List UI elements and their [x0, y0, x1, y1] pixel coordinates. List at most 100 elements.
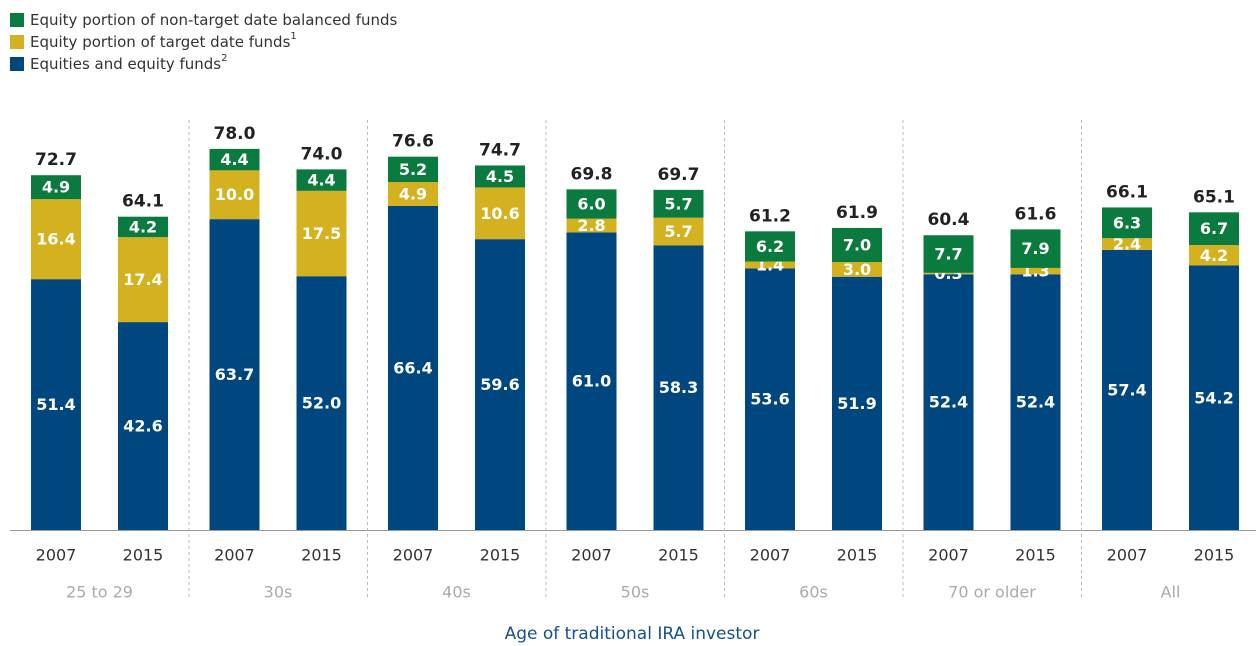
segment-label: 4.9 [42, 178, 70, 197]
bar-segment [388, 205, 438, 530]
segment-label: 17.4 [123, 270, 162, 289]
bar-segment [653, 245, 704, 530]
bar-segment [1010, 274, 1061, 530]
x-tick-label: 2015 [837, 546, 878, 565]
total-label: 64.1 [122, 192, 164, 212]
x-tick-label: 2007 [393, 546, 434, 565]
segment-label: 6.7 [1200, 219, 1228, 238]
bar-segment [296, 276, 347, 530]
bar-segment [566, 189, 617, 219]
segment-label: 61.0 [572, 372, 611, 391]
total-label: 61.9 [836, 203, 878, 223]
segment-label: 4.2 [1200, 246, 1228, 265]
x-tick-label: 2015 [1015, 546, 1056, 565]
bar-segment [923, 235, 974, 273]
segment-label: 51.4 [36, 395, 75, 414]
total-label: 74.7 [479, 140, 521, 160]
segment-label: 51.9 [837, 394, 876, 413]
total-label: 74.0 [301, 144, 343, 164]
segment-label: 7.7 [934, 245, 962, 264]
legend-swatch [10, 57, 24, 71]
total-label: 65.1 [1193, 187, 1235, 207]
bar-segment [31, 175, 81, 200]
bar-segment [832, 262, 882, 277]
total-label: 61.6 [1015, 204, 1057, 224]
segment-label: 53.6 [750, 390, 789, 409]
total-label: 66.1 [1106, 182, 1148, 202]
segment-label: 5.7 [664, 194, 692, 213]
legend-swatch [10, 13, 24, 27]
x-tick-label: 2015 [301, 546, 342, 565]
bar-segment [1189, 245, 1239, 266]
group-label: All [1161, 583, 1181, 602]
bar-segment [745, 261, 795, 269]
bar-segment [923, 274, 974, 530]
x-tick-label: 2007 [36, 546, 77, 565]
bar-segment [388, 156, 438, 183]
bar-segment [745, 231, 795, 262]
bar-segment [1189, 265, 1239, 530]
x-tick-label: 2007 [750, 546, 791, 565]
bar-segment [475, 187, 525, 240]
bar-segment [475, 165, 525, 188]
bar-segment [118, 216, 168, 238]
legend-text: Equity portion of target date funds [30, 33, 291, 51]
bar-segment [209, 170, 260, 220]
bar-segment [923, 272, 974, 275]
bar-segment [1102, 207, 1152, 239]
legend-label: Equities and equity funds2 [30, 53, 227, 73]
bar-segment [653, 189, 704, 218]
segment-label: 54.2 [1194, 388, 1233, 407]
segment-label: 6.3 [1113, 213, 1141, 232]
group-label: 70 or older [948, 583, 1036, 602]
total-label: 78.0 [214, 124, 256, 144]
group-label: 60s [799, 583, 828, 602]
segment-label: 52.0 [302, 394, 341, 413]
total-label: 69.8 [571, 164, 613, 184]
bar-segment [745, 268, 795, 530]
legend-text: Equities and equity funds [30, 55, 221, 73]
x-tick-label: 2007 [928, 546, 969, 565]
segment-label: 7.9 [1021, 239, 1049, 258]
segment-label: 6.2 [756, 237, 784, 256]
segment-label: 4.4 [307, 171, 335, 190]
x-tick-label: 2007 [214, 546, 255, 565]
bar-segment [31, 279, 81, 530]
bar-segment [1010, 229, 1061, 268]
segment-label: 2.4 [1113, 235, 1141, 254]
legend-label: Equity portion of non-target date balanc… [30, 11, 398, 29]
total-label: 60.4 [928, 210, 970, 230]
segment-label: 3.0 [843, 260, 871, 279]
bar-segment [296, 169, 347, 191]
group-label: 25 to 29 [66, 583, 133, 602]
bar-segment [209, 148, 260, 171]
bar-segment [118, 322, 168, 530]
segment-label: 5.2 [399, 160, 427, 179]
legend-text: Equity portion of non-target date balanc… [30, 11, 398, 29]
segment-label: 52.4 [1016, 393, 1055, 412]
segment-label: 42.6 [123, 417, 162, 436]
bar-segment [118, 237, 168, 323]
x-tick-label: 2015 [480, 546, 521, 565]
bar-segment [653, 217, 704, 246]
x-axis-title: Age of traditional IRA investor [505, 624, 760, 644]
group-label: 50s [621, 583, 650, 602]
bar-segment [1102, 238, 1152, 250]
bar-segment [832, 227, 882, 263]
segment-label: 5.7 [664, 222, 692, 241]
bar-segment [209, 219, 260, 531]
group-label: 40s [442, 583, 471, 602]
legend-swatch [10, 35, 24, 49]
segment-label: 6.0 [577, 195, 605, 214]
x-tick-label: 2007 [571, 546, 612, 565]
x-tick-label: 2015 [658, 546, 699, 565]
group-label: 30s [264, 583, 293, 602]
segment-label: 4.4 [220, 150, 248, 169]
segment-label: 4.9 [399, 185, 427, 204]
segment-label: 17.5 [302, 224, 341, 243]
segment-label: 63.7 [215, 365, 254, 384]
total-label: 76.6 [392, 132, 434, 152]
segment-label: 10.6 [480, 204, 519, 223]
bar-segment [1102, 249, 1152, 530]
